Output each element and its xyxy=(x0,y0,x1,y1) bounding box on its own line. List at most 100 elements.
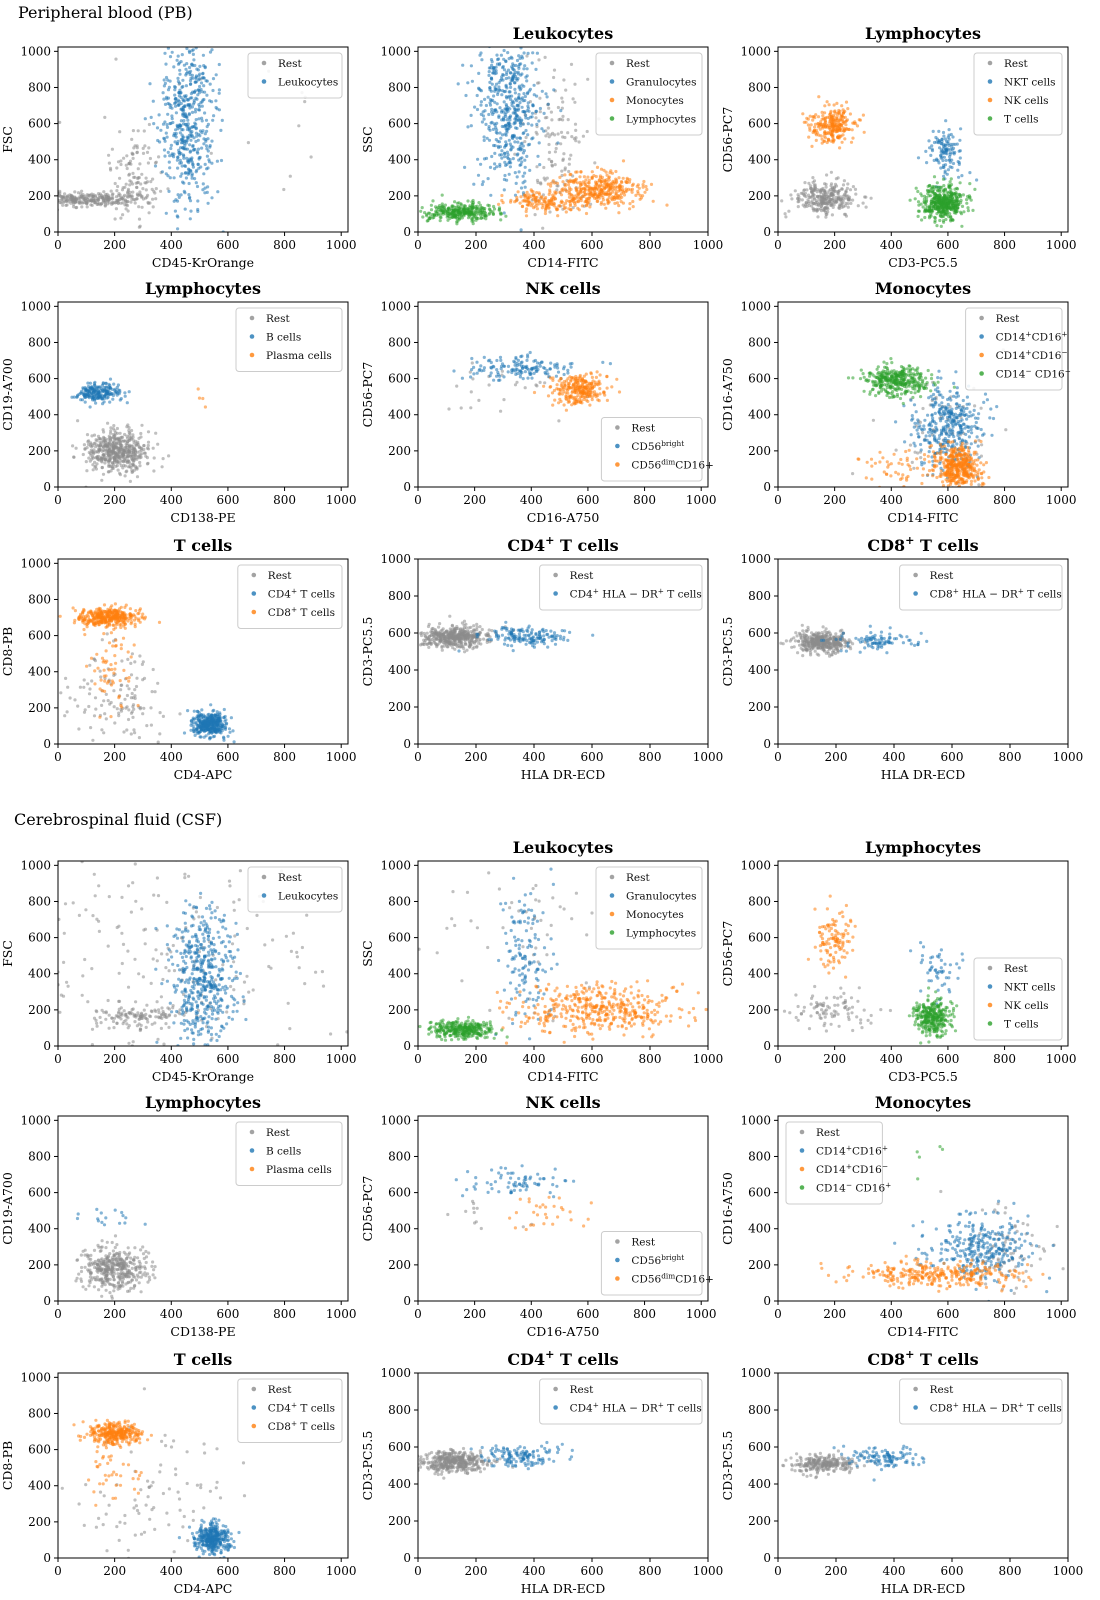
data-point xyxy=(608,362,613,366)
data-point xyxy=(495,358,499,363)
data-point xyxy=(554,374,559,378)
data-point xyxy=(801,112,805,116)
legend-label: Rest xyxy=(1004,58,1029,70)
data-point xyxy=(515,195,519,200)
data-point xyxy=(202,64,206,68)
data-point xyxy=(173,97,178,101)
data-point xyxy=(196,387,200,391)
data-point xyxy=(561,100,565,104)
data-point xyxy=(130,151,134,155)
data-point xyxy=(542,384,546,388)
data-point xyxy=(524,113,528,117)
data-point xyxy=(564,391,568,395)
x-tick-label: 800 xyxy=(639,238,662,252)
data-point xyxy=(138,190,142,194)
data-point xyxy=(937,139,941,143)
data-point xyxy=(824,182,828,186)
data-point xyxy=(101,453,105,457)
data-point xyxy=(154,431,158,435)
data-point xyxy=(842,179,847,183)
data-point xyxy=(844,123,848,127)
data-point xyxy=(521,151,526,155)
data-point xyxy=(921,406,925,411)
data-point xyxy=(484,103,488,108)
data-point xyxy=(783,212,787,216)
data-point xyxy=(589,202,593,206)
data-point xyxy=(197,42,200,45)
x-tick-label: 400 xyxy=(160,493,183,507)
data-point xyxy=(175,58,179,62)
data-point xyxy=(551,378,555,382)
y-tick-label: 0 xyxy=(43,225,51,239)
data-point xyxy=(563,173,567,177)
data-point xyxy=(196,138,200,142)
data-point xyxy=(498,106,502,110)
data-point xyxy=(566,371,570,375)
data-point xyxy=(59,198,64,202)
data-point xyxy=(216,190,220,194)
data-point xyxy=(517,170,521,174)
data-point xyxy=(108,400,112,404)
data-point xyxy=(145,462,150,466)
data-point xyxy=(532,359,536,363)
data-point xyxy=(173,101,177,106)
y-tick-label: 600 xyxy=(28,117,51,131)
data-point xyxy=(153,164,158,168)
data-point xyxy=(125,154,129,158)
data-point xyxy=(434,205,438,209)
data-point xyxy=(561,180,565,184)
data-point xyxy=(636,189,640,193)
data-point xyxy=(636,183,640,187)
data-point xyxy=(584,211,589,216)
data-point xyxy=(155,126,160,130)
data-point xyxy=(511,43,514,46)
data-point xyxy=(173,85,177,89)
data-point xyxy=(949,214,953,219)
data-point xyxy=(492,204,496,209)
data-point xyxy=(579,183,583,187)
data-point xyxy=(843,137,847,141)
data-point xyxy=(510,368,514,372)
data-point xyxy=(132,468,136,472)
data-point xyxy=(204,25,207,28)
x-tick-label: 200 xyxy=(103,493,126,507)
data-point xyxy=(163,51,167,55)
data-point xyxy=(567,169,571,174)
data-point xyxy=(75,395,79,399)
data-point xyxy=(194,122,198,126)
data-point xyxy=(951,151,955,155)
data-point xyxy=(592,390,597,394)
data-point xyxy=(140,423,144,427)
data-point xyxy=(197,396,202,400)
data-point xyxy=(184,176,188,180)
data-point xyxy=(137,225,141,229)
data-point xyxy=(139,182,143,186)
data-point xyxy=(498,164,502,168)
data-point xyxy=(851,472,855,476)
data-point xyxy=(563,168,567,172)
data-point xyxy=(520,118,524,122)
data-point xyxy=(203,132,207,136)
data-point xyxy=(586,399,590,403)
scatter-panel: 0 200 400 600 800 100002004006008001000CD3-PC… xyxy=(720,24,1076,270)
data-point xyxy=(545,368,549,373)
data-point xyxy=(204,144,209,148)
data-point xyxy=(830,123,834,127)
data-point xyxy=(600,180,604,184)
data-point xyxy=(551,193,555,197)
data-point xyxy=(205,129,209,133)
data-point xyxy=(179,174,183,178)
data-point xyxy=(585,129,589,134)
x-tick-label: 400 xyxy=(880,238,903,252)
data-point xyxy=(186,118,190,122)
data-point xyxy=(543,381,547,385)
data-point xyxy=(508,82,512,86)
data-point xyxy=(499,358,503,362)
scatter-panel: 0 200 400 600 800 100002004006008001000CD14-F… xyxy=(720,279,1076,525)
data-point xyxy=(54,193,57,196)
data-point xyxy=(802,188,807,192)
data-point xyxy=(472,365,476,369)
data-point xyxy=(201,72,205,76)
data-point xyxy=(125,194,129,198)
data-point xyxy=(531,6,534,9)
